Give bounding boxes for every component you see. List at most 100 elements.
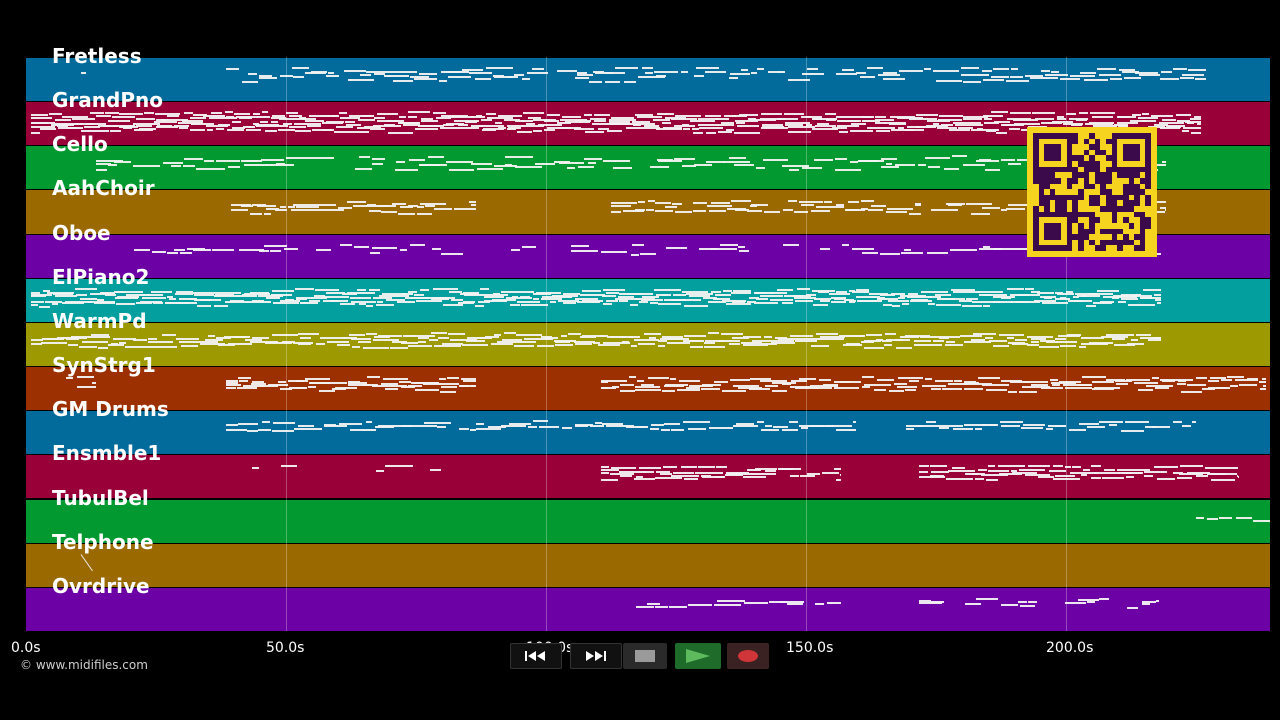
note bbox=[1208, 380, 1220, 383]
note bbox=[806, 68, 819, 71]
note bbox=[445, 161, 473, 164]
record-button[interactable] bbox=[727, 643, 769, 669]
note bbox=[1042, 302, 1068, 305]
note bbox=[161, 118, 189, 121]
note bbox=[985, 389, 1008, 392]
note bbox=[799, 200, 823, 203]
qr-module bbox=[1134, 144, 1140, 150]
note bbox=[622, 210, 644, 213]
play-button[interactable] bbox=[675, 643, 721, 669]
note bbox=[719, 244, 739, 247]
note bbox=[885, 338, 911, 341]
rewind-button[interactable] bbox=[510, 643, 562, 669]
note bbox=[211, 248, 234, 251]
note bbox=[930, 387, 942, 390]
note bbox=[811, 344, 829, 347]
note bbox=[577, 71, 587, 74]
note bbox=[446, 376, 459, 379]
note bbox=[1262, 385, 1266, 388]
tick-label: 0.0s bbox=[11, 640, 41, 656]
note bbox=[55, 118, 72, 121]
track-lane-fretless[interactable] bbox=[26, 57, 1270, 102]
note bbox=[1099, 597, 1110, 600]
note bbox=[1000, 209, 1008, 212]
note bbox=[858, 159, 884, 162]
qr-module bbox=[1100, 183, 1107, 190]
note bbox=[728, 342, 741, 345]
fast-forward-button[interactable] bbox=[570, 643, 622, 669]
note bbox=[1120, 298, 1139, 301]
qr-module bbox=[1083, 183, 1090, 190]
note bbox=[602, 289, 626, 292]
qr-module bbox=[1111, 200, 1118, 207]
note bbox=[1237, 474, 1238, 477]
note bbox=[977, 468, 988, 471]
note bbox=[1056, 117, 1067, 120]
note bbox=[558, 161, 585, 164]
track-lane-tubulbel[interactable] bbox=[26, 498, 1270, 543]
qr-module bbox=[1072, 211, 1078, 218]
qr-module bbox=[1049, 211, 1056, 218]
note bbox=[272, 334, 299, 337]
note bbox=[1093, 472, 1121, 475]
qr-module bbox=[1072, 194, 1078, 201]
note bbox=[261, 111, 268, 114]
note bbox=[310, 71, 327, 74]
track-lane-telphone[interactable] bbox=[26, 542, 1270, 587]
note bbox=[175, 291, 194, 294]
note bbox=[108, 343, 124, 346]
note bbox=[682, 128, 691, 131]
track-lane-ensmble1[interactable] bbox=[26, 454, 1270, 499]
note bbox=[113, 337, 137, 340]
qr-module bbox=[1117, 133, 1123, 139]
note bbox=[981, 474, 1008, 477]
note bbox=[381, 210, 397, 213]
note bbox=[729, 73, 751, 76]
note bbox=[278, 380, 287, 383]
note bbox=[161, 334, 176, 337]
note bbox=[243, 385, 265, 388]
note bbox=[286, 156, 312, 159]
note bbox=[877, 379, 895, 382]
note bbox=[1141, 112, 1150, 115]
note bbox=[1247, 378, 1259, 381]
piano-roll[interactable] bbox=[26, 57, 1270, 631]
track-lane-ovrdrive[interactable] bbox=[26, 586, 1270, 631]
note bbox=[1179, 472, 1203, 475]
qr-module bbox=[1055, 206, 1062, 212]
qr-module bbox=[1117, 239, 1123, 246]
note bbox=[859, 300, 882, 303]
qr-module bbox=[1033, 222, 1039, 229]
note bbox=[609, 120, 631, 123]
track-lane-gm-drums[interactable] bbox=[26, 410, 1270, 455]
track-lane-elpiano2[interactable] bbox=[26, 277, 1270, 322]
note bbox=[31, 113, 49, 116]
note bbox=[1091, 381, 1115, 384]
note bbox=[555, 341, 571, 344]
note bbox=[414, 293, 424, 296]
note bbox=[1160, 77, 1179, 80]
track-lane-synstrg1[interactable] bbox=[26, 366, 1270, 411]
note bbox=[399, 380, 412, 383]
qr-module bbox=[1139, 211, 1146, 218]
note bbox=[173, 249, 186, 251]
note bbox=[801, 115, 812, 118]
qr-module bbox=[1049, 189, 1056, 195]
note bbox=[746, 468, 761, 471]
note bbox=[133, 339, 148, 342]
note bbox=[103, 125, 117, 128]
note bbox=[844, 299, 854, 302]
qr-module bbox=[1089, 183, 1095, 190]
track-label: WarmPd bbox=[52, 308, 147, 333]
note bbox=[635, 476, 643, 479]
note bbox=[205, 125, 228, 128]
note bbox=[839, 130, 848, 133]
stop-button[interactable] bbox=[623, 643, 667, 669]
note bbox=[982, 206, 1001, 209]
qr-module bbox=[1122, 189, 1129, 195]
track-lane-warmpd[interactable] bbox=[26, 321, 1270, 367]
track-label: Ovrdrive bbox=[52, 573, 150, 598]
note bbox=[251, 203, 266, 206]
note bbox=[1087, 601, 1095, 604]
note bbox=[990, 75, 1010, 78]
